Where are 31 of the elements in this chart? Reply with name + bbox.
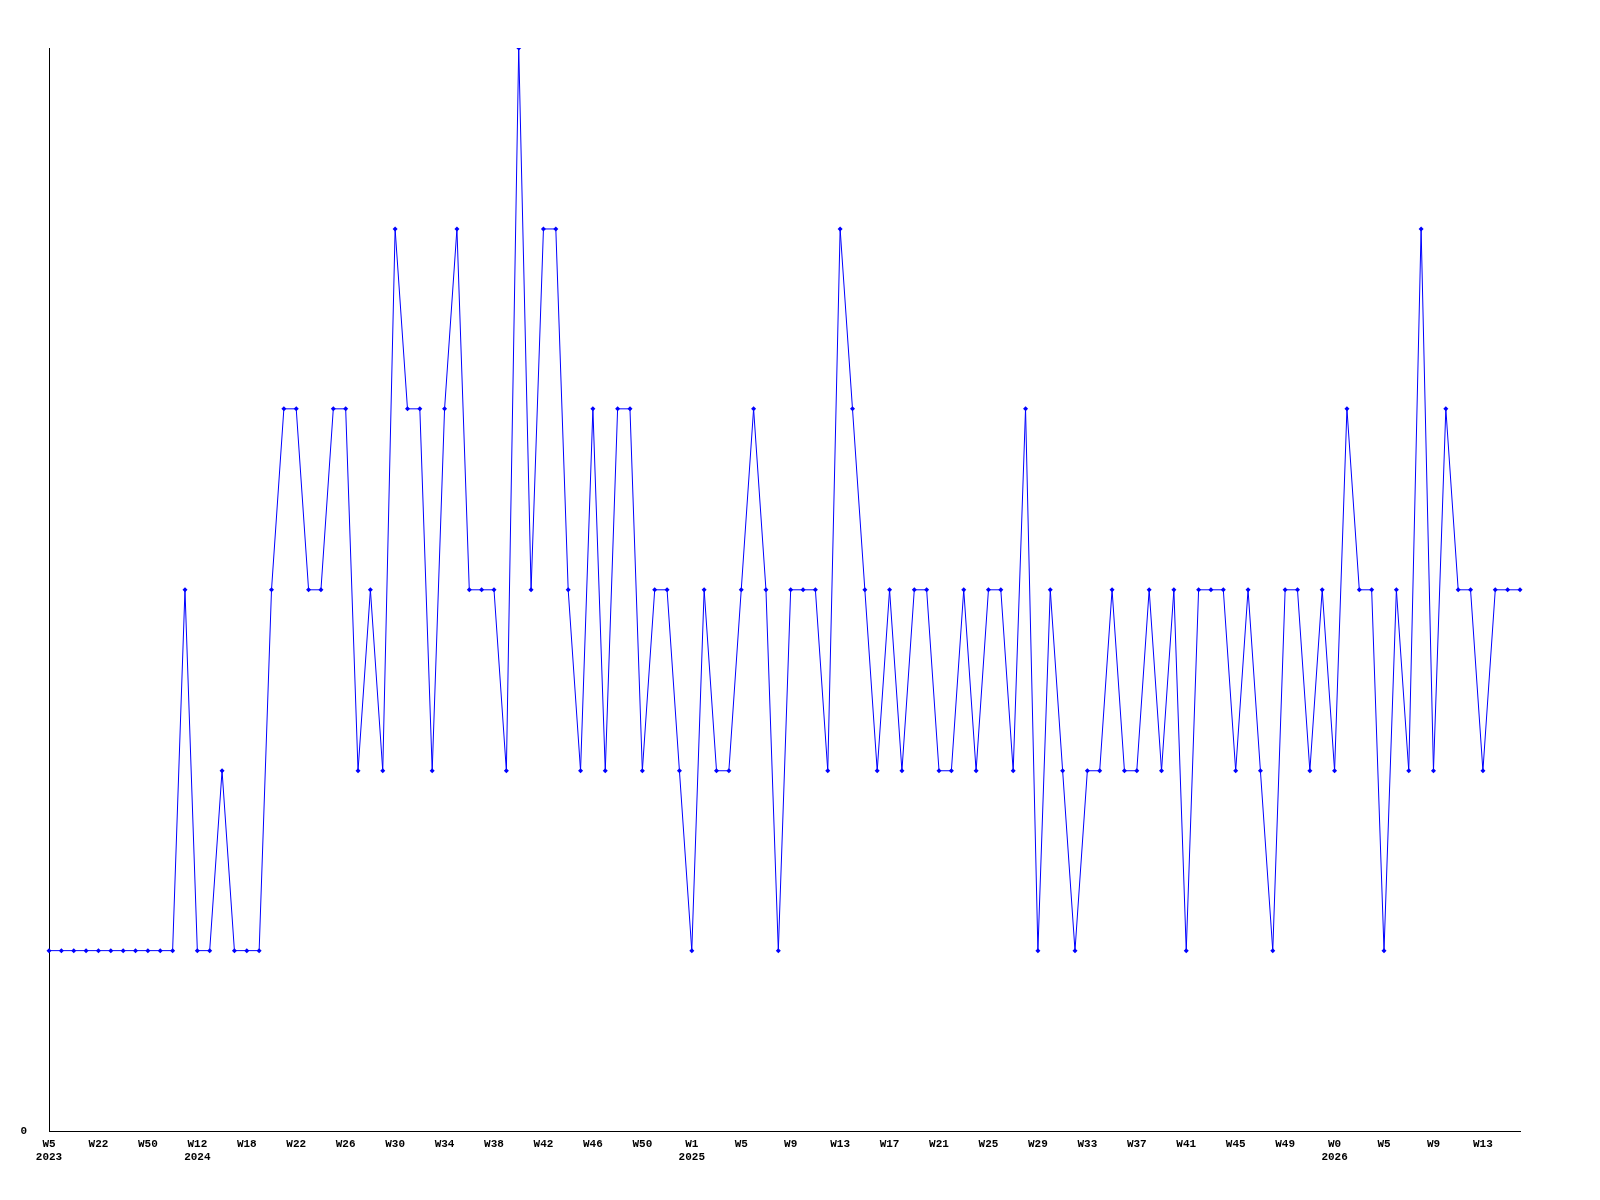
x-tick-label: W18 — [236, 1137, 258, 1150]
x-tick-label: W26 — [335, 1137, 356, 1150]
x-tick-label: W45 — [1225, 1137, 1246, 1150]
x-tick-label: W41 — [1176, 1137, 1197, 1150]
x-tick-label: W34 — [434, 1137, 455, 1150]
x-tick-label: W21 — [929, 1137, 950, 1150]
x-tick-label: W38 — [484, 1137, 505, 1150]
x-tick-label: W50 — [137, 1137, 158, 1150]
x-tick-label: W37 — [1126, 1137, 1147, 1150]
text: 0 — [20, 1125, 27, 1138]
x-tick-label: W49 — [1275, 1137, 1296, 1150]
x-tick-label: W25 — [978, 1137, 999, 1150]
x-tick-label: W1 2025 — [678, 1137, 706, 1164]
x-tick-label: W22 — [286, 1137, 307, 1150]
x-tick-label: W13 — [830, 1137, 851, 1150]
x-tick-label: W30 — [385, 1137, 406, 1150]
x-tick-label: W5 — [1377, 1137, 1392, 1150]
x-tick-label: W12 2024 — [184, 1137, 211, 1164]
x-tick-label: W9 — [1426, 1137, 1441, 1150]
x-tick-label: W50 — [632, 1137, 653, 1150]
x-tick-label: W5 2023 — [35, 1137, 63, 1164]
x-tick-label: W42 — [533, 1137, 554, 1150]
x-tick-label: W46 — [582, 1137, 603, 1150]
x-tick-label: W29 — [1028, 1137, 1048, 1150]
x-tick-label: W9 — [784, 1137, 798, 1150]
x-tick-label: W17 — [879, 1137, 900, 1150]
x-tick-label: W33 — [1077, 1137, 1098, 1150]
x-tick-label: W22 — [88, 1137, 109, 1150]
x-tick-label: W13 — [1473, 1137, 1494, 1150]
x-tick-label: W0 2026 — [1321, 1137, 1348, 1164]
x-tick-label: W5 — [734, 1137, 749, 1150]
